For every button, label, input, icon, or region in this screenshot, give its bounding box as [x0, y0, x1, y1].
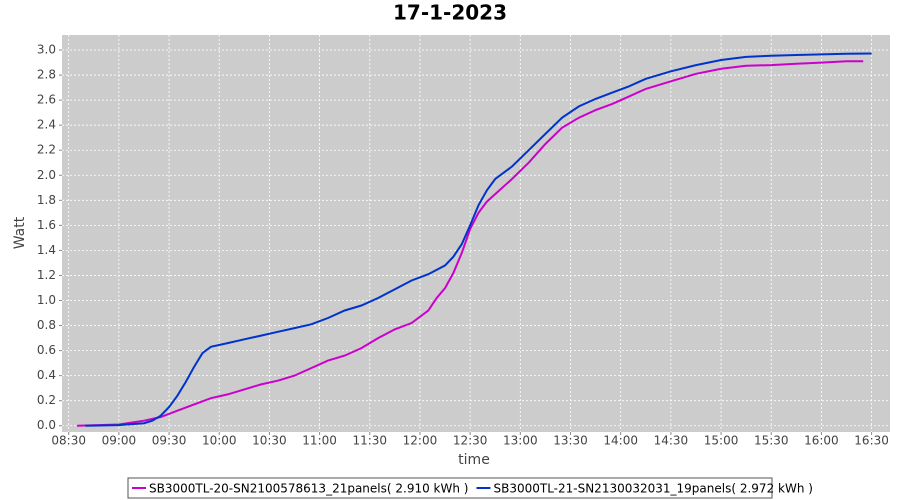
x-tick-label: 13:00 [503, 434, 538, 448]
x-tick-label: 10:00 [202, 434, 237, 448]
series-line [77, 60, 864, 427]
x-tick-label: 08:30 [51, 434, 86, 448]
y-tick-label: 1.8 [37, 193, 56, 207]
x-axis-label: time [458, 452, 490, 468]
x-tick-label: 15:30 [754, 434, 789, 448]
y-axis-label: Watt [12, 216, 28, 249]
x-tick-label: 09:00 [102, 434, 137, 448]
y-tick-label: 3.0 [37, 43, 56, 57]
y-tick-label: 2.4 [37, 118, 56, 132]
y-tick-label: 0.6 [37, 343, 56, 357]
x-tick-label: 12:30 [453, 434, 488, 448]
y-tick-label: 1.4 [37, 243, 56, 257]
x-tick-label: 09:30 [152, 434, 187, 448]
x-tick-label: 15:00 [704, 434, 739, 448]
legend [127, 477, 773, 499]
y-tick-label: 1.6 [37, 218, 56, 232]
y-tick-label: 2.2 [37, 143, 56, 157]
y-tick-label: 0.2 [37, 393, 56, 407]
y-tick-label: 1.0 [37, 293, 56, 307]
x-tick-label: 13:30 [553, 434, 588, 448]
chart-title: 17-1-2023 [393, 1, 507, 25]
y-tick-label: 2.6 [37, 93, 56, 107]
x-tick-label: 16:00 [804, 434, 839, 448]
x-tick-label: 14:00 [603, 434, 638, 448]
y-tick-label: 0.4 [37, 368, 56, 382]
series-line [85, 52, 872, 427]
x-tick-label: 16:30 [854, 434, 889, 448]
y-tick-label: 2.8 [37, 68, 56, 82]
plot-area [62, 35, 890, 432]
y-tick-label: 0.0 [37, 418, 56, 432]
legend-label: SB3000TL-21-SN2130032031_19panels( 2.972… [493, 482, 812, 496]
y-tick-label: 1.2 [37, 268, 56, 282]
x-tick-label: 10:30 [252, 434, 287, 448]
x-tick-label: 14:30 [654, 434, 689, 448]
x-tick-label: 12:00 [403, 434, 438, 448]
x-tick-label: 11:00 [302, 434, 337, 448]
y-tick-label: 2.0 [37, 168, 56, 182]
legend-label: SB3000TL-20-SN2100578613_21panels( 2.910… [149, 482, 468, 496]
x-tick-label: 11:30 [352, 434, 387, 448]
y-tick-label: 0.8 [37, 318, 56, 332]
